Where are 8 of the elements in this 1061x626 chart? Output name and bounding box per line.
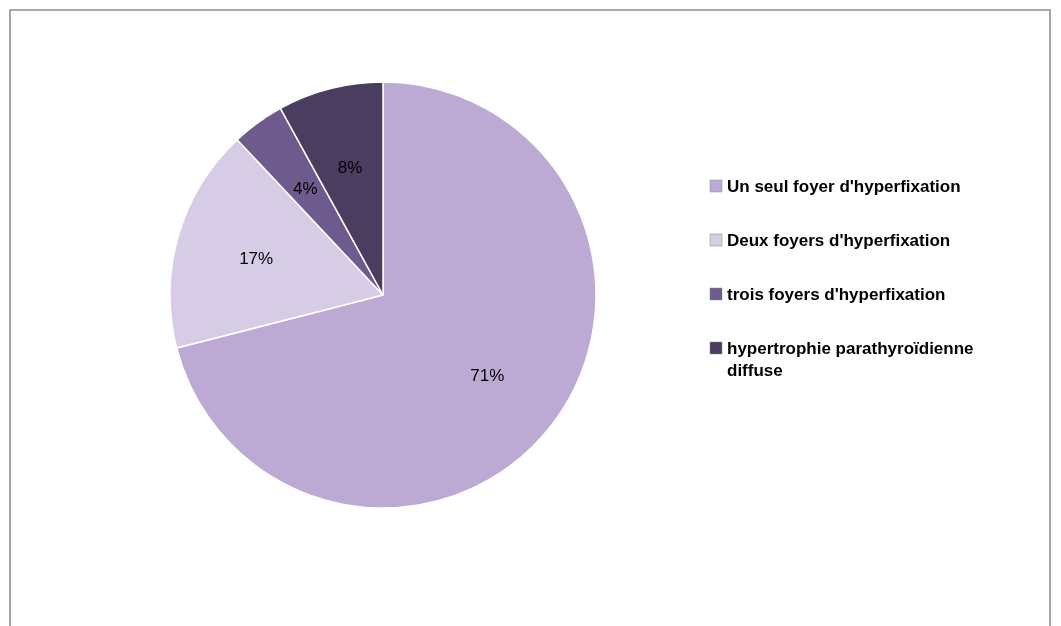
data-label: 71%	[470, 366, 505, 386]
legend-label: trois foyers d'hyperfixation	[727, 284, 946, 304]
legend-label: hypertrophie parathyroïdienne diffuse	[727, 338, 974, 380]
data-label: 4%	[293, 178, 318, 198]
data-label: 17%	[239, 248, 274, 268]
legend-label: Un seul foyer d'hyperfixation	[727, 176, 961, 196]
data-label: 8%	[337, 157, 363, 177]
legend-label: Deux foyers d'hyperfixation	[727, 230, 951, 250]
